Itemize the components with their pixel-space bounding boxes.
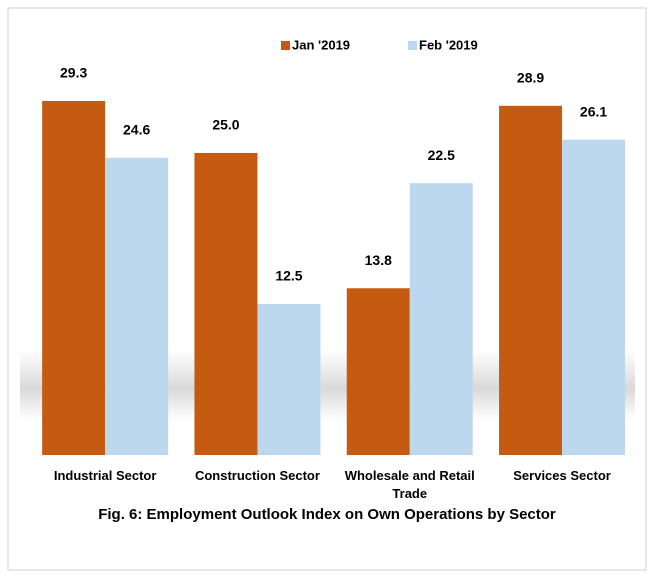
legend-label: Feb '2019 bbox=[419, 37, 478, 52]
data-label: 22.5 bbox=[428, 147, 455, 163]
data-label: 26.1 bbox=[580, 103, 607, 119]
bar bbox=[194, 152, 258, 456]
chart-title: Fig. 6: Employment Outlook Index on Own … bbox=[98, 506, 556, 523]
data-label: 29.3 bbox=[60, 65, 87, 81]
bar bbox=[42, 101, 106, 455]
data-label: 12.5 bbox=[275, 268, 302, 284]
x-tick-label: Services Sector bbox=[513, 468, 611, 483]
bar bbox=[346, 288, 410, 455]
legend-swatch bbox=[408, 41, 417, 50]
data-label: 28.9 bbox=[517, 70, 544, 86]
data-label: 25.0 bbox=[212, 117, 239, 133]
legend-swatch bbox=[281, 41, 290, 50]
bar bbox=[562, 139, 626, 455]
bar bbox=[257, 303, 321, 455]
bar bbox=[409, 183, 473, 456]
bar bbox=[105, 157, 169, 456]
x-tick-label: Industrial Sector bbox=[53, 468, 157, 483]
data-label: 13.8 bbox=[365, 252, 392, 268]
x-tick-label: Wholesale and Retail Trade bbox=[344, 468, 475, 501]
legend-label: Jan '2019 bbox=[292, 37, 350, 52]
bar bbox=[499, 105, 563, 455]
data-label: 24.6 bbox=[123, 121, 150, 137]
x-tick-label: Construction Sector bbox=[194, 468, 320, 483]
